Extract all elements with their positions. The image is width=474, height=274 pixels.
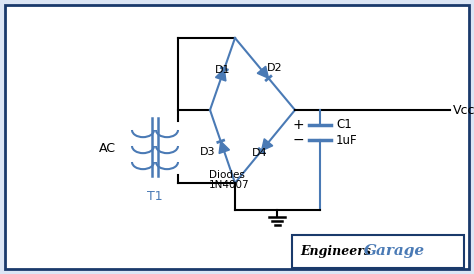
- Text: D1: D1: [215, 65, 230, 75]
- Text: Garage: Garage: [364, 244, 425, 258]
- Polygon shape: [219, 141, 229, 153]
- Text: T1: T1: [147, 190, 163, 203]
- Text: +: +: [292, 118, 304, 132]
- Text: D2: D2: [267, 63, 283, 73]
- Text: AC: AC: [99, 141, 116, 155]
- Text: 1uF: 1uF: [336, 133, 357, 147]
- Text: C1: C1: [336, 118, 352, 132]
- Polygon shape: [257, 66, 269, 78]
- Text: D3: D3: [200, 147, 216, 157]
- Text: Vcc: Vcc: [453, 104, 474, 116]
- Bar: [292, 235, 464, 268]
- Polygon shape: [216, 69, 226, 81]
- Text: 1N4007: 1N4007: [209, 180, 250, 190]
- Text: Diodes: Diodes: [209, 170, 245, 180]
- Text: D4: D4: [252, 148, 268, 158]
- Text: −: −: [292, 133, 304, 147]
- Polygon shape: [262, 139, 273, 151]
- Text: Engineers: Engineers: [300, 245, 371, 258]
